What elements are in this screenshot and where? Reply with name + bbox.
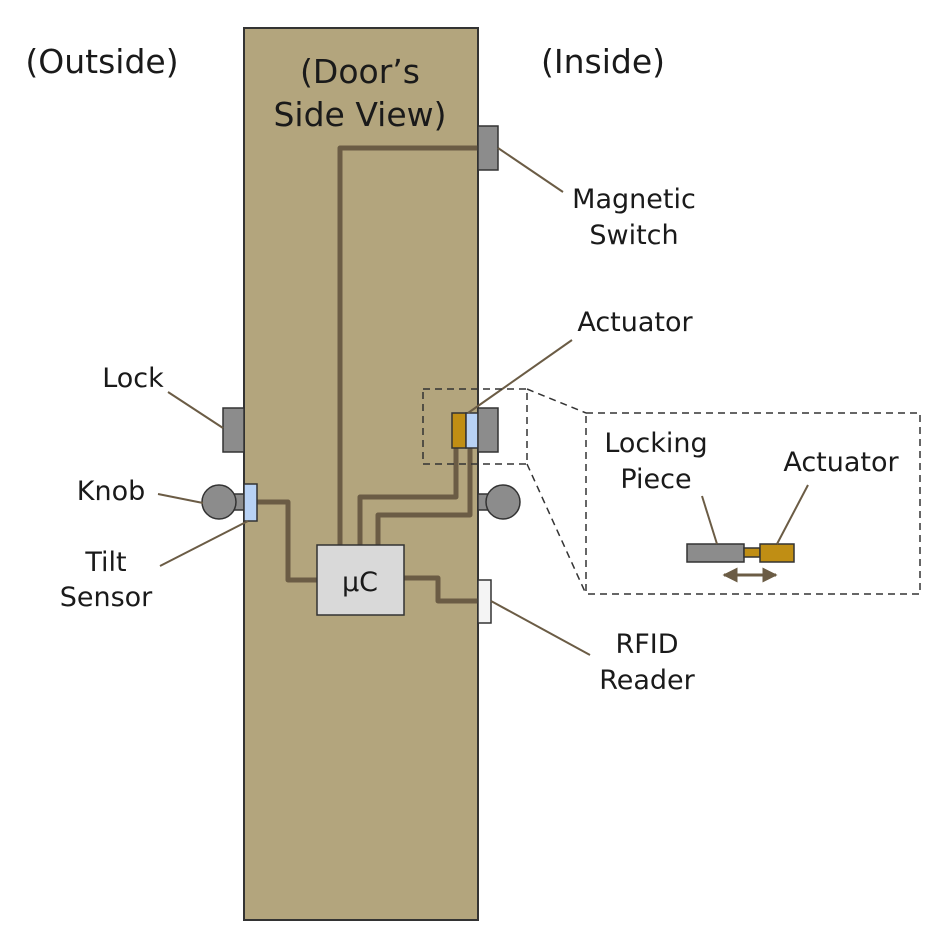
zoom-connector-top (526, 388, 587, 414)
actuator-block (451, 412, 467, 449)
wire-magnetic-switch (337, 145, 478, 545)
mcu-label: µC (342, 567, 378, 598)
leader-magnetic-switch (497, 147, 564, 193)
magnetic-switch-label-line2: Switch (589, 220, 678, 251)
zoom-connector-bottom (526, 463, 587, 595)
microcontroller (316, 544, 405, 616)
wire-actuator-a (357, 448, 459, 545)
wire-actuator-b (375, 448, 473, 545)
inside-knob-icon (485, 484, 521, 520)
door-panel (243, 27, 479, 921)
inset-actuator-label: Actuator (783, 447, 899, 478)
door-view-label-line1: (Door’s (300, 52, 420, 91)
lock-cylinder (222, 407, 245, 453)
inside-latch-plate (477, 407, 499, 453)
magnetic-switch (477, 125, 499, 171)
inset-connector (743, 547, 761, 558)
inset-leader-locking-piece (701, 495, 718, 545)
inset-locking-piece-label-line2: Piece (620, 464, 691, 495)
actuator-label: Actuator (577, 307, 693, 338)
door-view-label-line2: Side View) (273, 95, 446, 134)
wire-rfid-reader (404, 575, 478, 604)
wires (256, 145, 478, 604)
actuator-sensor-strip (465, 412, 479, 449)
inside-label: (Inside) (541, 42, 665, 81)
leader-rfid-reader (490, 600, 591, 656)
leader-knob (157, 493, 204, 504)
inset-locking-piece (686, 543, 745, 563)
inset-box (585, 412, 921, 595)
inset-actuator (759, 543, 795, 563)
rfid-reader (477, 579, 492, 624)
tilt-sensor-label-line1: Tilt (84, 547, 126, 578)
knob-label: Knob (77, 476, 145, 507)
lock-label: Lock (102, 363, 164, 394)
rfid-reader-label-line2: Reader (599, 665, 695, 696)
tilt-sensor-label-line2: Sensor (60, 582, 153, 613)
wire-tilt-sensor (256, 499, 318, 583)
magnetic-switch-label-line1: Magnetic (572, 184, 696, 215)
leader-lock (167, 391, 224, 429)
zoom-source-box (422, 388, 528, 465)
tilt-sensor (243, 483, 258, 522)
rfid-reader-label-line1: RFID (615, 629, 678, 660)
knob-icon (201, 484, 237, 520)
outside-label: (Outside) (25, 42, 178, 81)
zoom-callout (422, 388, 921, 595)
leader-tilt-sensor (159, 520, 249, 567)
leader-actuator (467, 339, 573, 414)
inset-leader-actuator (776, 484, 809, 545)
inset-locking-piece-label-line1: Locking (604, 428, 707, 459)
leader-lines (157, 147, 591, 656)
